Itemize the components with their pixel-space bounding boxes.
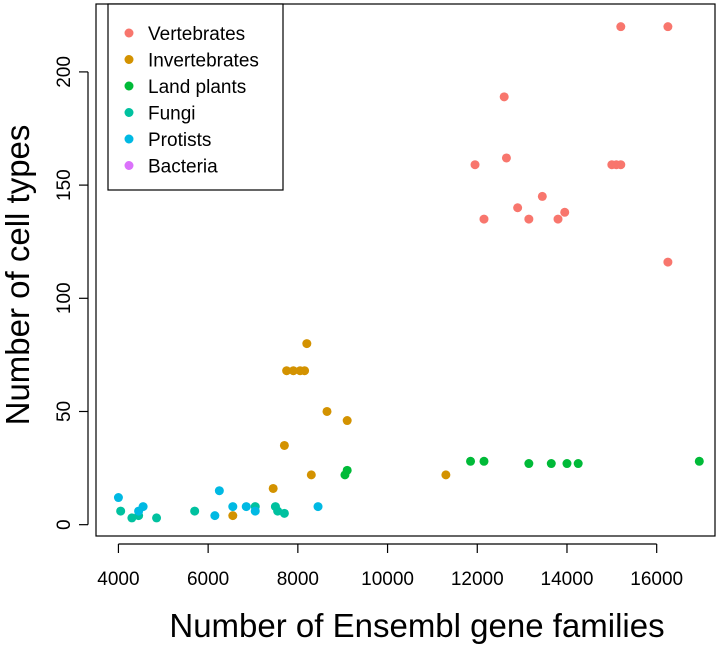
data-point: [573, 459, 583, 469]
y-tick-label: 50: [54, 401, 75, 422]
data-point: [313, 502, 323, 512]
x-tick-label: 16000: [630, 569, 683, 590]
legend-marker: [124, 134, 134, 144]
legend-marker: [124, 81, 134, 91]
data-point: [190, 506, 200, 516]
legend-label: Fungi: [148, 104, 196, 125]
data-point: [288, 366, 298, 376]
data-point: [300, 366, 310, 376]
data-point: [616, 160, 626, 170]
plot-frame: [95, 3, 716, 537]
data-point: [268, 483, 278, 493]
data-point: [279, 440, 289, 450]
data-point: [152, 513, 162, 523]
data-point: [306, 470, 316, 480]
legend-marker: [124, 161, 134, 170]
data-point: [282, 366, 292, 376]
data-point: [214, 486, 224, 496]
legend-label: Bacteria: [148, 157, 218, 178]
data-point: [210, 511, 220, 521]
y-tick-label: 200: [54, 56, 75, 88]
legend-marker: [124, 108, 134, 117]
points-layer: [113, 22, 704, 523]
data-point: [537, 191, 547, 201]
y-axis-title: Number of cell types: [0, 125, 36, 426]
legend-label: Invertebrates: [148, 51, 259, 72]
data-point: [562, 459, 572, 469]
x-axis-title: Number of Ensembl gene families: [169, 607, 664, 644]
data-point: [116, 506, 126, 516]
x-tick-label: 10000: [361, 569, 414, 590]
data-point: [553, 214, 563, 224]
data-point: [479, 214, 489, 224]
data-point: [694, 456, 704, 466]
data-point: [228, 511, 238, 521]
data-point: [279, 508, 289, 518]
data-point: [466, 456, 476, 466]
data-point: [501, 153, 511, 163]
data-point: [560, 207, 570, 217]
legend-marker: [124, 55, 134, 64]
data-point: [663, 257, 673, 267]
y-tick-label: 100: [54, 282, 75, 314]
data-point: [340, 470, 350, 480]
data-point: [342, 416, 352, 426]
legend-box: [107, 3, 284, 191]
data-point: [241, 502, 251, 512]
data-point: [524, 459, 534, 469]
y-tick-label: 150: [54, 169, 75, 201]
data-point: [479, 456, 489, 466]
data-point: [524, 214, 534, 224]
data-point: [513, 203, 523, 213]
x-tick-label: 14000: [541, 569, 594, 590]
data-point: [228, 502, 238, 512]
x-tick-label: 6000: [187, 569, 229, 590]
legend: Vertebrates Invertebrates Land plants Fungi…: [107, 3, 284, 191]
data-point: [499, 92, 509, 102]
data-point: [616, 22, 626, 32]
legend-label: Vertebrates: [148, 24, 245, 45]
data-point: [663, 22, 673, 32]
data-point: [250, 506, 260, 516]
data-point: [138, 502, 148, 512]
x-tick-label: 12000: [451, 569, 504, 590]
data-point: [441, 470, 451, 480]
legend-label: Land plants: [148, 77, 246, 98]
x-tick-label: 4000: [97, 569, 139, 590]
y-tick-label: 0: [54, 519, 75, 530]
legend-label: Protists: [148, 130, 211, 151]
data-point: [322, 406, 332, 416]
x-tick-label: 8000: [277, 569, 319, 590]
data-point: [302, 339, 312, 349]
data-point: [470, 160, 480, 170]
legend-marker: [124, 28, 134, 38]
data-point: [113, 493, 123, 503]
axes-layer: 4000 6000 8000 10000 12000 14000 16000 0 50 100 15…: [54, 56, 683, 590]
data-point: [546, 459, 556, 469]
